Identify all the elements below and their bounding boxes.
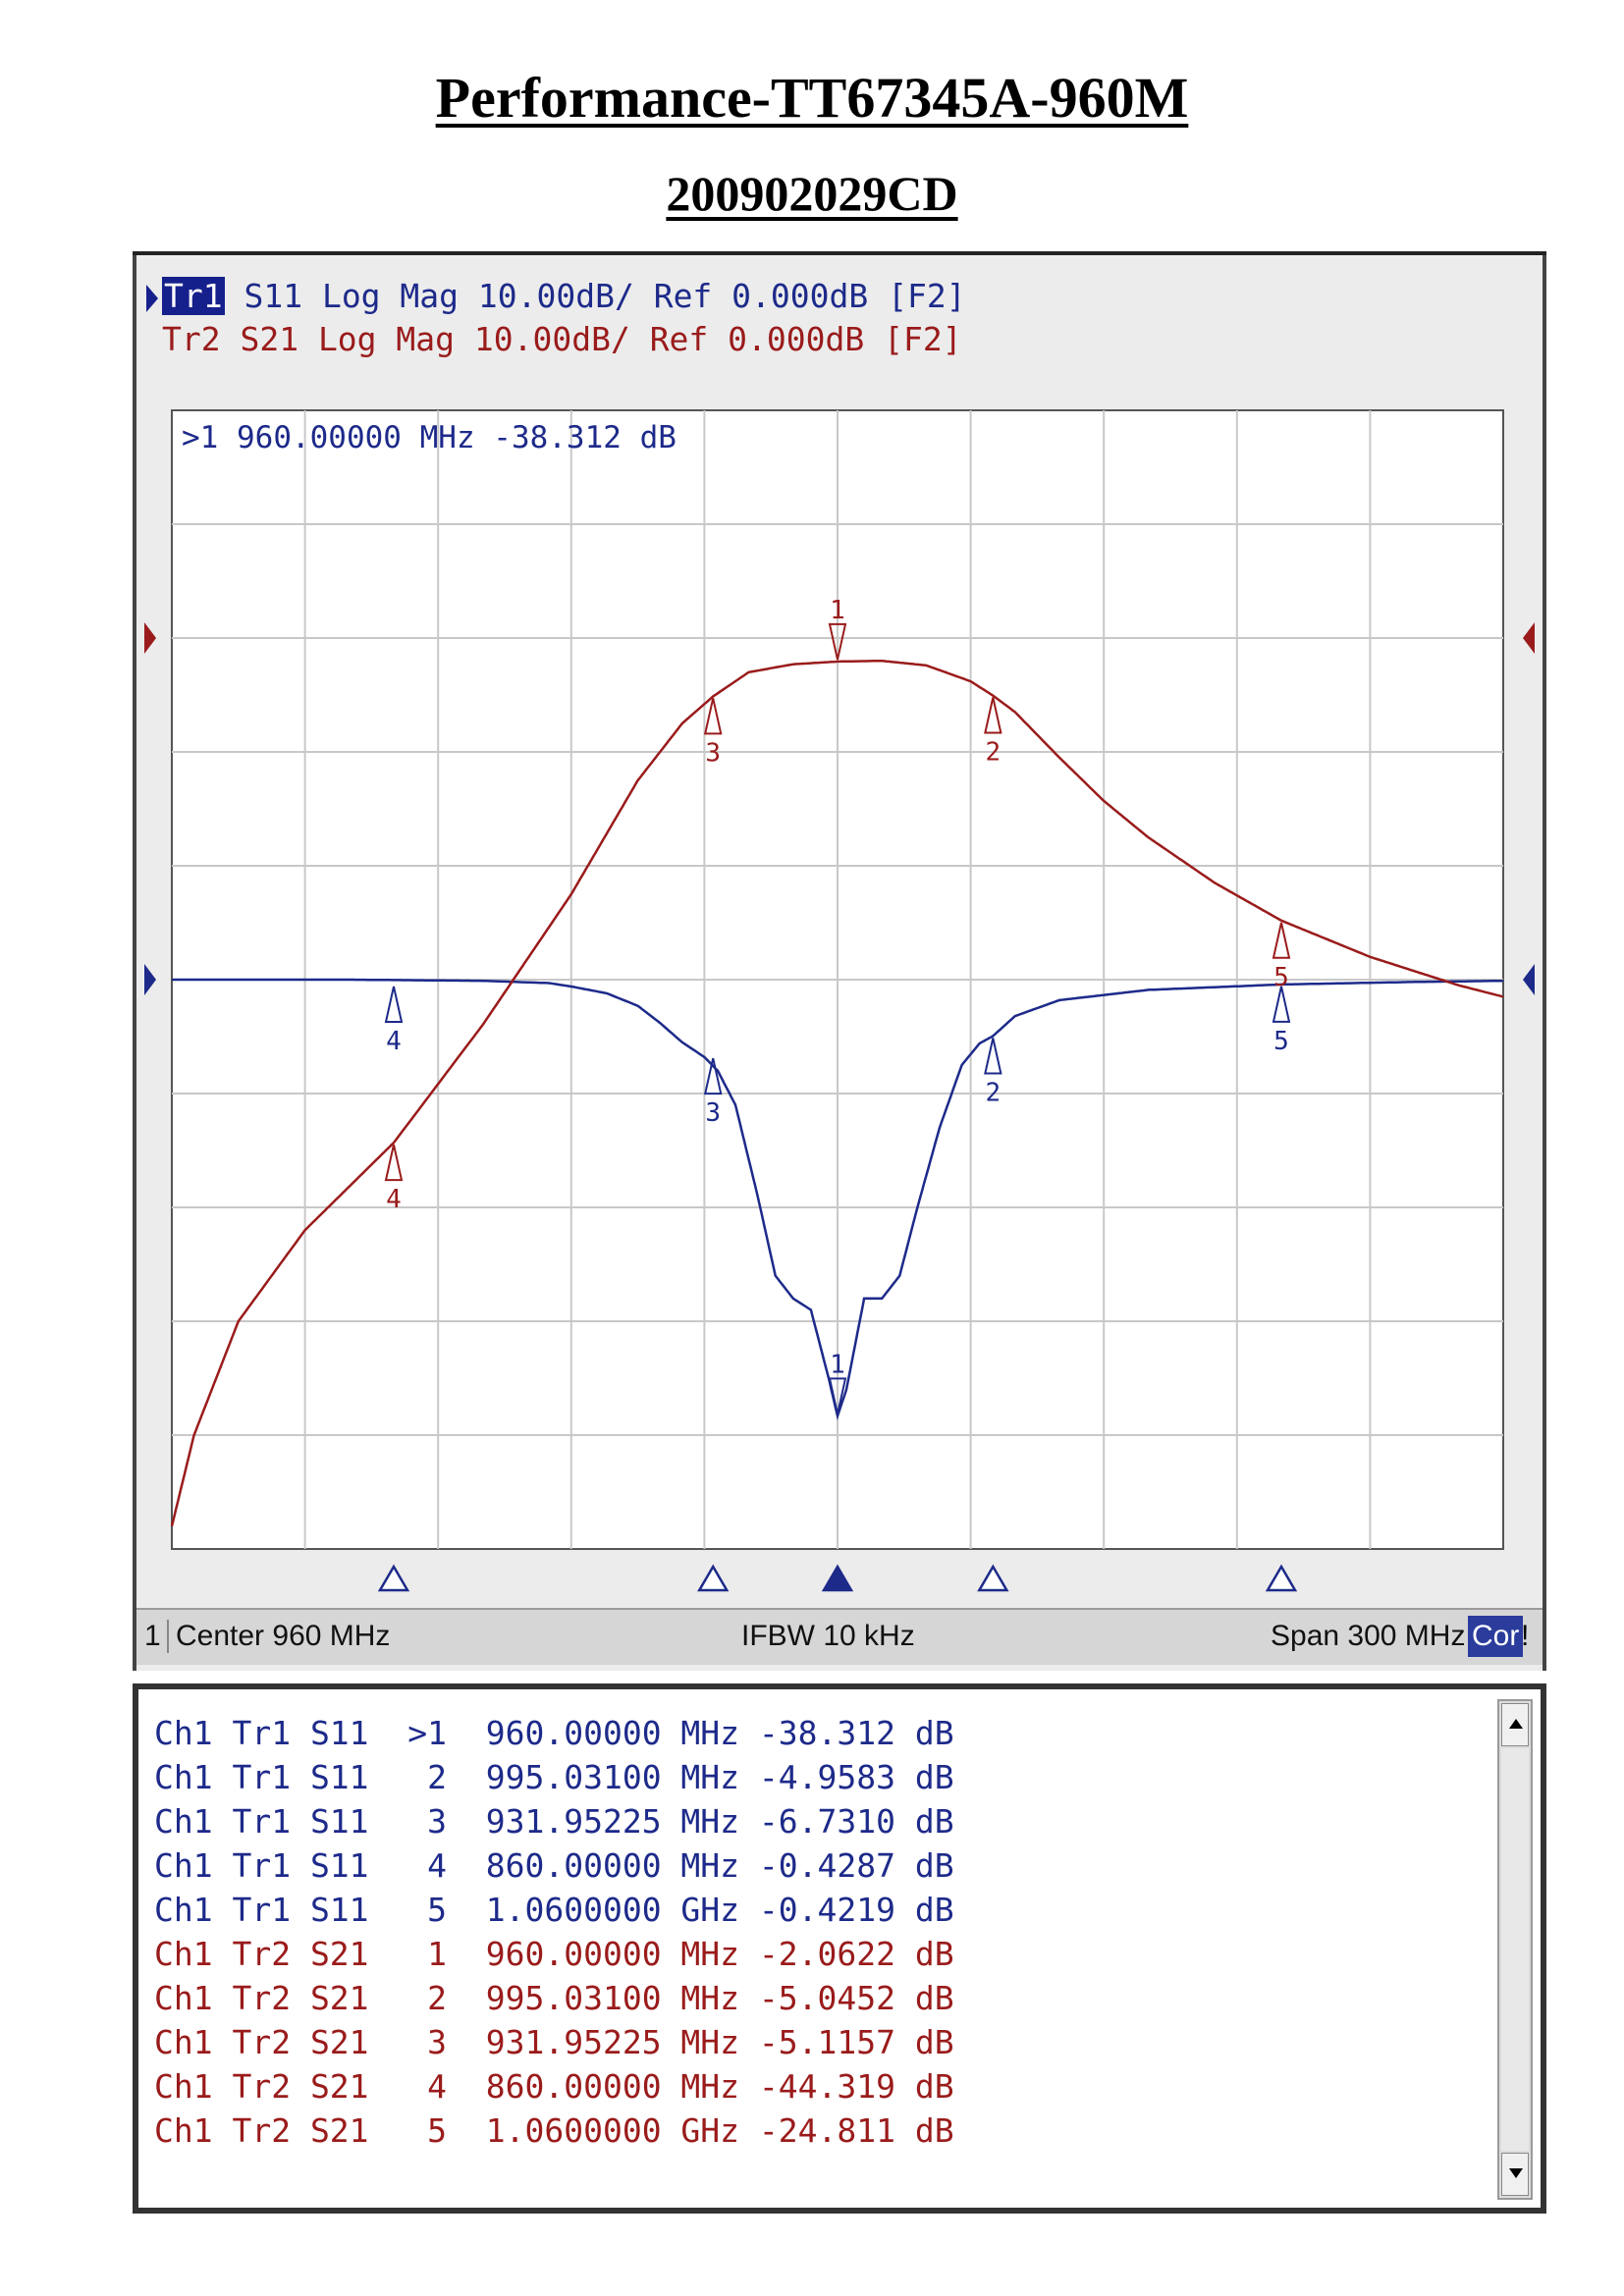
marker-table-row[interactable]: Ch1 Tr1 S11 3 931.95225 MHz -6.7310 dB [154,1802,954,1841]
marker-table-row[interactable]: Ch1 Tr2 S21 4 860.00000 MHz -44.319 dB [154,2067,954,2106]
status-span[interactable]: Span 300 MHz [1271,1620,1466,1652]
marker-label: 4 [386,1027,402,1056]
marker-table-row[interactable]: Ch1 Tr1 S11 5 1.0600000 GHz -0.4219 dB [154,1891,954,1929]
page-title: Performance-TT67345A-960M [0,65,1624,131]
trace-s21 [170,659,1504,1527]
marker-table-row[interactable]: Ch1 Tr1 S11 >1 960.00000 MHz -38.312 dB [154,1714,954,1752]
marker-table-row[interactable]: Ch1 Tr2 S21 3 931.95225 MHz -5.1157 dB [154,2023,954,2061]
marker-1-s21-icon [828,622,847,661]
page-subtitle-text: 200902029CD [666,166,958,221]
status-ifbw[interactable]: IFBW 10 kHz [741,1620,915,1652]
marker-position-3-icon [697,1564,730,1592]
marker-table-row[interactable]: Ch1 Tr2 S21 1 960.00000 MHz -2.0622 dB [154,1935,954,1973]
marker-1-s11-icon [828,1377,847,1415]
marker-label: 5 [1273,963,1289,992]
status-warning-indicator: ! [1521,1620,1530,1652]
marker-position-2-icon [977,1564,1009,1592]
marker-position-5-icon [1265,1564,1298,1592]
trace-s11 [172,978,1503,1420]
marker-position-4-icon [377,1564,410,1592]
scroll-down-button[interactable] [1501,2153,1529,2196]
marker-label: 3 [705,738,721,768]
active-trace-badge[interactable]: Tr1 [162,277,225,315]
plot-canvas[interactable]: 1 2 3 4 5 1 2 3 4 5 >1 960.00000 MHz -38.312 dB [136,255,1543,1608]
arrow-down-icon [1509,2168,1523,2178]
marker-table-row[interactable]: Ch1 Tr2 S21 2 995.03100 MHz -5.0452 dB [154,1979,954,2017]
marker-table-panel: Ch1 Tr1 S11 >1 960.00000 MHz -38.312 dB C… [133,1683,1546,2214]
status-channel[interactable]: 1 [144,1620,169,1653]
trace-header-tr1-text: S11 Log Mag 10.00dB/ Ref 0.000dB [F2] [224,277,966,315]
marker-position-1-icon [821,1564,854,1592]
marker-table-row[interactable]: Ch1 Tr2 S21 5 1.0600000 GHz -24.811 dB [154,2111,954,2150]
s11-ref-arrow-right-icon [1523,964,1535,995]
active-marker-readout: >1 960.00000 MHz -38.312 dB [182,420,677,455]
marker-label: 3 [705,1098,721,1128]
page-subtitle: 200902029CD [0,165,1624,222]
marker-2-s11-icon [984,1038,1002,1075]
active-trace-arrow-icon [146,285,158,312]
marker-3-s11-icon [703,1057,723,1095]
marker-4-s21-icon [384,1144,404,1182]
trace-header-tr1[interactable]: Tr1 S11 Log Mag 10.00dB/ Ref 0.000dB [F2… [162,277,966,315]
marker-label: 1 [830,596,845,625]
marker-4-s11-icon [384,986,404,1023]
status-correction-badge[interactable]: Cor [1468,1616,1524,1657]
page-title-text: Performance-TT67345A-960M [435,66,1189,130]
s11-ref-arrow-left-icon [144,964,156,995]
trace-header-tr2-text: Tr2 S21 Log Mag 10.00dB/ Ref 0.000dB [F2… [162,320,962,358]
marker-5-s21-icon [1272,922,1291,959]
status-bar: 1 Center 960 MHz IFBW 10 kHz Span 300 MH… [136,1608,1543,1665]
scroll-track[interactable] [1501,1748,1529,2151]
marker-5-s11-icon [1272,986,1291,1023]
marker-label: 4 [386,1185,402,1214]
title-divider [133,251,1546,255]
marker-2-s21-icon [984,697,1002,734]
trace-header-tr2[interactable]: Tr2 S21 Log Mag 10.00dB/ Ref 0.000dB [F2… [162,320,962,358]
marker-table-row[interactable]: Ch1 Tr1 S11 4 860.00000 MHz -0.4287 dB [154,1846,954,1885]
s21-ref-arrow-right-icon [1523,622,1535,654]
marker-label: 2 [986,1079,1001,1108]
marker-table: Ch1 Tr1 S11 >1 960.00000 MHz -38.312 dB C… [154,1711,954,2153]
vertical-scrollbar[interactable] [1497,1699,1533,2200]
marker-label: 2 [986,738,1001,768]
scroll-up-button[interactable] [1501,1703,1529,1746]
marker-label: 5 [1273,1027,1289,1056]
marker-3-s21-icon [703,698,723,735]
arrow-up-icon [1509,1719,1523,1729]
network-analyzer-display: 1 2 3 4 5 1 2 3 4 5 >1 960.00000 MHz -38.312 dB Tr… [133,255,1546,1671]
s21-ref-arrow-left-icon [144,622,156,654]
marker-table-row[interactable]: Ch1 Tr1 S11 2 995.03100 MHz -4.9583 dB [154,1758,954,1796]
status-center-frequency[interactable]: Center 960 MHz [176,1620,391,1652]
marker-label: 1 [830,1350,845,1379]
